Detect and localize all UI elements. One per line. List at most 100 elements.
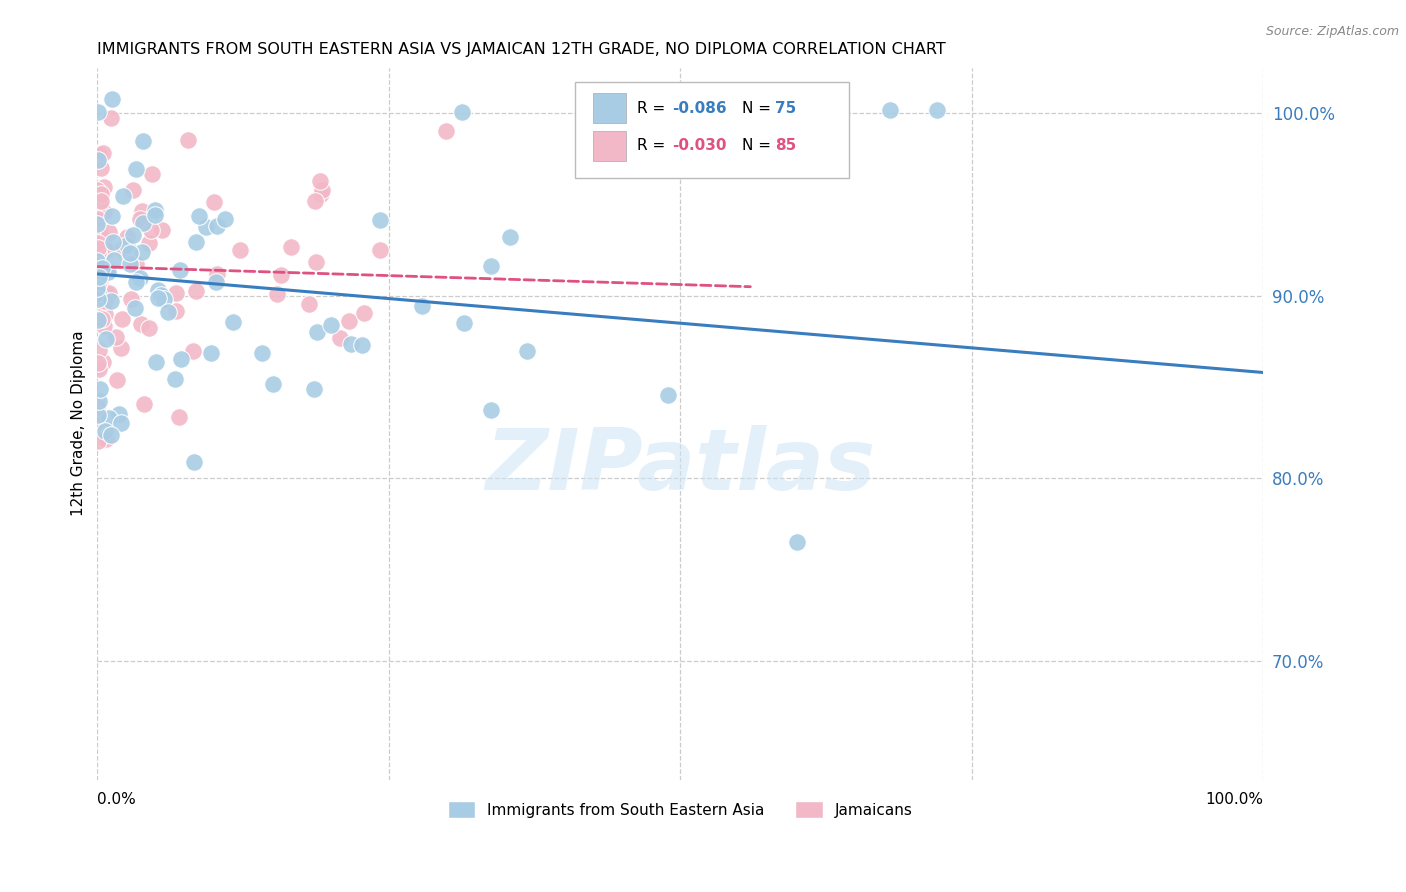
Text: IMMIGRANTS FROM SOUTH EASTERN ASIA VS JAMAICAN 12TH GRADE, NO DIPLOMA CORRELATIO: IMMIGRANTS FROM SOUTH EASTERN ASIA VS JA…	[97, 42, 946, 57]
Text: R =: R =	[637, 138, 671, 153]
Point	[94, 243, 117, 257]
Text: N =: N =	[742, 101, 776, 116]
Point	[101, 209, 124, 223]
Point	[87, 262, 110, 277]
Point	[202, 194, 225, 209]
Text: -0.030: -0.030	[672, 138, 727, 153]
Point	[94, 307, 117, 321]
Point	[298, 296, 321, 310]
Point	[228, 243, 250, 257]
Point	[138, 235, 160, 250]
Point	[86, 184, 108, 198]
Point	[90, 186, 112, 201]
Point	[479, 260, 502, 274]
Point	[90, 288, 112, 302]
Point	[353, 306, 375, 320]
Text: ZIPatlas: ZIPatlas	[485, 425, 876, 508]
Point	[111, 242, 134, 256]
Point	[86, 253, 108, 268]
Point	[86, 280, 108, 294]
Point	[146, 291, 169, 305]
Point	[125, 257, 148, 271]
Point	[96, 286, 118, 301]
Point	[94, 263, 117, 277]
Point	[167, 410, 190, 425]
Point	[100, 428, 122, 442]
Point	[87, 199, 110, 213]
Point	[89, 270, 111, 285]
Point	[368, 243, 391, 257]
Point	[207, 219, 229, 234]
Y-axis label: 12th Grade, No Diploma: 12th Grade, No Diploma	[72, 331, 86, 516]
Point	[139, 223, 162, 237]
Point	[481, 402, 503, 417]
Point	[181, 344, 204, 359]
Point	[124, 161, 146, 176]
Point	[86, 359, 108, 373]
Point	[104, 330, 127, 344]
Point	[138, 321, 160, 335]
Point	[90, 311, 112, 326]
Point	[100, 111, 122, 125]
Point	[143, 203, 166, 218]
Point	[200, 346, 222, 360]
Point	[94, 432, 117, 446]
Point	[94, 332, 117, 346]
Point	[516, 344, 538, 359]
Point	[305, 325, 328, 339]
Point	[101, 235, 124, 250]
Point	[91, 355, 114, 369]
Point	[87, 356, 110, 370]
Point	[879, 103, 901, 117]
Point	[120, 245, 142, 260]
Text: -0.086: -0.086	[672, 101, 727, 116]
Text: Source: ZipAtlas.com: Source: ZipAtlas.com	[1265, 25, 1399, 38]
Point	[100, 93, 122, 107]
Point	[90, 271, 112, 285]
Point	[205, 276, 228, 290]
Point	[86, 409, 108, 423]
Point	[87, 146, 110, 161]
Point	[94, 424, 117, 438]
Point	[89, 266, 111, 280]
Point	[129, 212, 152, 227]
Point	[89, 268, 111, 282]
Point	[89, 258, 111, 272]
Point	[131, 203, 153, 218]
FancyBboxPatch shape	[593, 131, 626, 161]
Point	[124, 301, 146, 315]
Point	[125, 275, 148, 289]
Point	[262, 377, 284, 392]
Point	[128, 271, 150, 285]
Point	[129, 317, 152, 331]
Point	[86, 153, 108, 167]
Point	[121, 183, 143, 197]
Text: R =: R =	[637, 101, 671, 116]
Point	[86, 434, 108, 449]
Point	[309, 173, 332, 187]
Point	[163, 371, 186, 385]
Point	[319, 318, 342, 333]
Point	[337, 314, 360, 328]
Point	[93, 239, 115, 253]
Legend: Immigrants from South Eastern Asia, Jamaicans: Immigrants from South Eastern Asia, Jama…	[440, 793, 921, 825]
Point	[93, 205, 115, 219]
Text: 75: 75	[775, 101, 796, 116]
Point	[453, 316, 475, 330]
Point	[214, 212, 236, 227]
Point	[87, 277, 110, 291]
Point	[280, 239, 302, 253]
Point	[368, 212, 391, 227]
Point	[434, 123, 457, 137]
Point	[329, 331, 352, 345]
Point	[86, 414, 108, 428]
Point	[97, 265, 120, 279]
Point	[89, 394, 111, 409]
Point	[153, 292, 176, 306]
Point	[108, 407, 131, 421]
Point	[86, 400, 108, 414]
Point	[270, 268, 292, 283]
Point	[87, 343, 110, 358]
Point	[87, 105, 110, 120]
Point	[86, 268, 108, 283]
